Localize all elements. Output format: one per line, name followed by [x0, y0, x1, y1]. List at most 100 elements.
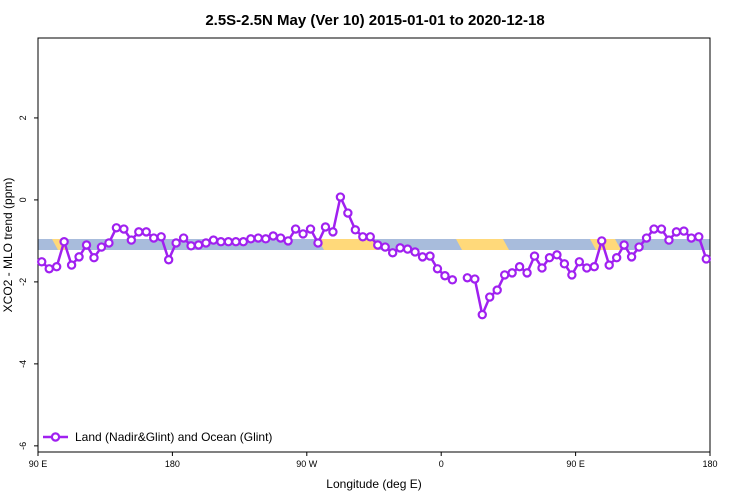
point [96, 242, 107, 252]
point [701, 254, 711, 264]
point [74, 252, 84, 262]
point [634, 242, 644, 252]
point [582, 263, 592, 273]
point [283, 236, 293, 246]
x-tick-label: 180 [702, 459, 717, 469]
point [141, 227, 151, 237]
point [589, 262, 599, 272]
point [679, 226, 689, 236]
point [559, 259, 570, 269]
point [373, 240, 383, 250]
point [656, 224, 667, 234]
point [574, 257, 585, 267]
point [611, 253, 622, 263]
point [522, 268, 532, 278]
point [507, 268, 517, 278]
x-tick-label: 0 [439, 459, 444, 469]
point [544, 253, 555, 263]
x-tick-label: 90 E [566, 459, 585, 469]
point [485, 292, 495, 302]
point [350, 225, 361, 235]
point [387, 248, 398, 258]
point [246, 234, 256, 244]
point [537, 263, 547, 273]
point [290, 224, 301, 234]
point [216, 237, 226, 247]
point [447, 275, 458, 285]
point [432, 264, 443, 274]
point [134, 227, 144, 237]
point [440, 271, 450, 281]
point [111, 223, 122, 233]
point [686, 233, 697, 243]
series-line [40, 193, 708, 319]
point [470, 274, 480, 284]
point [37, 257, 47, 267]
point [499, 270, 510, 280]
point [604, 260, 614, 270]
point [597, 236, 607, 246]
plot-frame [37, 37, 711, 453]
point [119, 224, 129, 234]
point [514, 262, 525, 272]
point [66, 260, 77, 270]
point [268, 231, 278, 241]
point [529, 251, 540, 261]
point [335, 192, 346, 202]
point [671, 227, 682, 237]
y-tick-label: -6 [18, 442, 28, 450]
point [231, 237, 241, 247]
point [253, 233, 263, 243]
x-tick-label: 90 E [29, 459, 48, 469]
point [320, 222, 331, 232]
point [365, 232, 375, 242]
point [425, 251, 435, 261]
point [89, 253, 99, 263]
land-segment [52, 239, 68, 250]
y-tick-label: 0 [18, 197, 28, 202]
point [149, 233, 159, 243]
point [664, 235, 674, 245]
point [261, 234, 271, 244]
point [694, 232, 704, 242]
point [410, 247, 420, 257]
chart-title: 2.5S-2.5N May (Ver 10) 2015-01-01 to 202… [205, 12, 544, 29]
point [208, 235, 219, 245]
y-tick-label: 2 [18, 115, 28, 120]
x-axis-label: Longitude (deg E) [326, 477, 421, 491]
point [81, 240, 92, 250]
point [313, 238, 323, 248]
point [178, 233, 189, 243]
point [223, 237, 234, 247]
point [343, 208, 353, 218]
x-tick-label: 180 [165, 459, 180, 469]
point [186, 241, 196, 251]
point [641, 233, 652, 243]
point [395, 243, 405, 253]
point [156, 232, 166, 242]
point [305, 224, 316, 234]
legend-label: Land (Nadir&Glint) and Ocean (Glint) [75, 430, 272, 444]
point [328, 227, 338, 237]
point [163, 255, 174, 265]
point [298, 229, 308, 239]
point [126, 235, 137, 245]
land-segment [456, 239, 509, 250]
point [238, 237, 249, 247]
point [171, 238, 181, 248]
point [104, 238, 114, 248]
point [44, 264, 54, 274]
point [649, 224, 659, 234]
x-tick-label: 90 W [296, 459, 318, 469]
point [402, 244, 413, 254]
point [380, 242, 390, 252]
point [201, 238, 211, 248]
point [492, 285, 502, 295]
point [462, 273, 473, 283]
point [275, 233, 286, 243]
point [358, 232, 368, 242]
point [59, 237, 69, 247]
point [626, 252, 637, 262]
point [51, 262, 62, 272]
